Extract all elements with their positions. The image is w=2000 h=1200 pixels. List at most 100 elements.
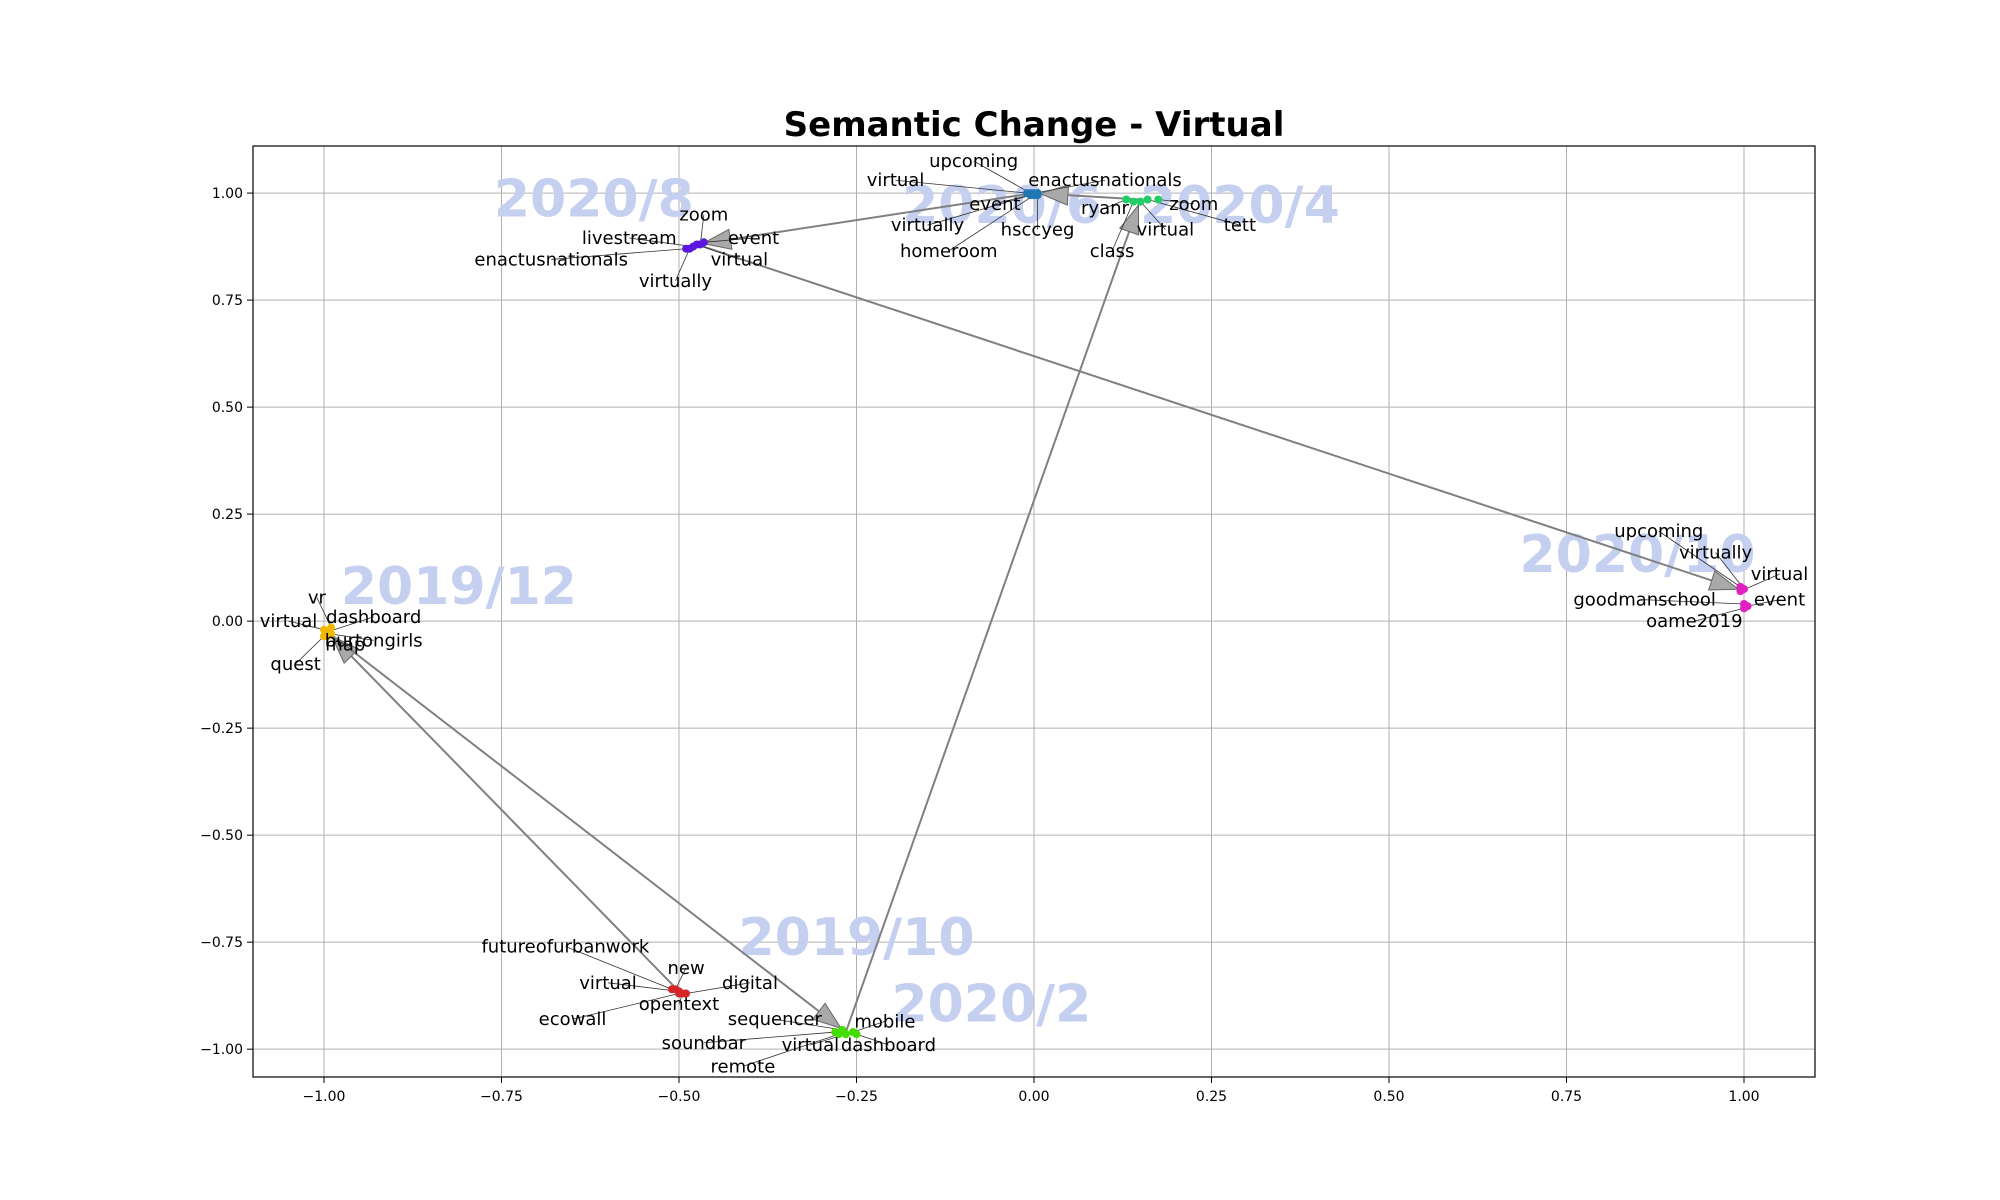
word-label: vr bbox=[308, 588, 327, 609]
leader-lines-layer bbox=[288, 160, 1780, 1067]
word-label: virtual bbox=[867, 170, 925, 191]
y-tick-label: 1.00 bbox=[212, 186, 243, 202]
word-label: event bbox=[728, 228, 779, 249]
leader-line bbox=[1715, 552, 1745, 590]
trajectory-arrowhead bbox=[1707, 570, 1740, 591]
data-point bbox=[1736, 587, 1745, 596]
leader-line bbox=[1140, 201, 1166, 230]
word-label: map bbox=[325, 635, 365, 656]
leader-line bbox=[895, 179, 1027, 194]
leader-line bbox=[856, 1033, 889, 1046]
word-label: enactusnationals bbox=[474, 249, 628, 270]
x-tick-label: −0.50 bbox=[658, 1089, 701, 1105]
data-point bbox=[852, 1030, 861, 1039]
trajectory-segment bbox=[696, 243, 1745, 593]
data-point bbox=[1143, 195, 1152, 204]
leader-line bbox=[288, 620, 325, 631]
period-label: 2020/8 bbox=[494, 170, 694, 230]
y-tick-label: −0.75 bbox=[200, 935, 243, 951]
period-label: 2019/12 bbox=[341, 557, 577, 617]
x-tick-label: 0.25 bbox=[1196, 1089, 1227, 1105]
leader-line bbox=[607, 982, 680, 992]
word-label: oame2019 bbox=[1646, 611, 1742, 632]
data-point bbox=[1740, 604, 1748, 613]
trajectory-segment bbox=[326, 631, 847, 1033]
x-tick-label: −0.75 bbox=[480, 1089, 523, 1105]
y-tick-label: 0.50 bbox=[212, 400, 243, 416]
leader-line bbox=[742, 1033, 839, 1067]
trajectory-segment bbox=[844, 199, 1142, 1033]
word-label: dashboard bbox=[841, 1035, 936, 1056]
word-label: tett bbox=[1224, 215, 1256, 236]
data-point bbox=[320, 632, 328, 641]
word-label: zoom bbox=[679, 204, 728, 225]
y-tick-label: −1.00 bbox=[200, 1042, 243, 1058]
leader-line bbox=[1747, 599, 1780, 607]
word-label: virtually bbox=[891, 215, 965, 236]
chart-title: Semantic Change - Virtual bbox=[784, 105, 1285, 145]
data-point bbox=[675, 989, 683, 998]
leader-line bbox=[551, 248, 687, 260]
data-point bbox=[841, 1030, 850, 1039]
word-label: virtual bbox=[1137, 219, 1195, 240]
word-label: ecowall bbox=[539, 1009, 607, 1030]
leader-line bbox=[1147, 199, 1241, 226]
trajectory-arrowhead bbox=[701, 228, 733, 250]
word-label: hsccyeg bbox=[1001, 219, 1075, 240]
word-label: zoom bbox=[1169, 194, 1218, 215]
word-label: digital bbox=[722, 973, 778, 994]
x-tick-label: 1.00 bbox=[1728, 1089, 1759, 1105]
y-tick-label: 0.75 bbox=[212, 293, 243, 309]
data-point bbox=[834, 1030, 843, 1039]
x-tick-label: −1.00 bbox=[303, 1089, 346, 1105]
data-point bbox=[1030, 191, 1038, 200]
word-label: soundbar bbox=[662, 1033, 747, 1054]
trajectory-arrowhead bbox=[330, 635, 360, 664]
y-tick-label: 0.25 bbox=[212, 507, 243, 523]
x-tick-label: −0.25 bbox=[835, 1089, 878, 1105]
word-label: virtual bbox=[579, 973, 637, 994]
word-label: virtually bbox=[1679, 543, 1753, 564]
leader-line bbox=[948, 194, 1035, 252]
leader-line bbox=[316, 597, 332, 628]
period-labels-layer: 2019/102019/122020/22020/42020/62020/820… bbox=[341, 170, 1756, 1035]
period-label: 2019/10 bbox=[738, 908, 974, 968]
data-point bbox=[1129, 197, 1138, 206]
y-tick-label: 0.00 bbox=[212, 614, 243, 630]
word-label: event bbox=[969, 194, 1020, 215]
word-label: virtual bbox=[260, 611, 318, 632]
period-label: 2020/4 bbox=[1140, 176, 1340, 236]
data-point bbox=[1122, 195, 1131, 204]
leader-line bbox=[696, 244, 740, 260]
leader-line bbox=[686, 982, 751, 994]
leader-line bbox=[1694, 607, 1745, 622]
x-tick-label: 0.75 bbox=[1551, 1089, 1582, 1105]
word-label: virtual bbox=[782, 1035, 840, 1056]
points-layer bbox=[320, 189, 1752, 1039]
word-label: burtongirls bbox=[325, 630, 423, 651]
word-label: virtual bbox=[711, 249, 769, 270]
word-label: virtual bbox=[1751, 564, 1809, 585]
leader-line bbox=[699, 214, 705, 245]
data-point bbox=[685, 244, 694, 253]
word-label: sequencer bbox=[728, 1009, 823, 1030]
leader-line bbox=[703, 237, 754, 243]
leader-line bbox=[629, 237, 694, 247]
word-label: dashboard bbox=[326, 607, 421, 628]
word-label: enactusnationals bbox=[1028, 170, 1182, 191]
leader-line bbox=[703, 1031, 836, 1044]
x-tick-label: 0.50 bbox=[1373, 1089, 1404, 1105]
y-tick-label: −0.25 bbox=[200, 721, 243, 737]
leader-line bbox=[675, 248, 691, 281]
word-label: futureofurbanwork bbox=[481, 936, 649, 957]
trajectory-arrowhead bbox=[811, 1002, 843, 1030]
word-label: homeroom bbox=[900, 241, 998, 262]
data-point bbox=[699, 238, 708, 247]
word-label: new bbox=[667, 958, 704, 979]
word-label: remote bbox=[711, 1056, 776, 1077]
data-point bbox=[1136, 197, 1145, 206]
x-tick-label: 0.00 bbox=[1018, 1089, 1049, 1105]
trajectory-segment bbox=[696, 192, 1035, 246]
word-label: class bbox=[1090, 241, 1135, 262]
leader-line bbox=[852, 1020, 886, 1033]
